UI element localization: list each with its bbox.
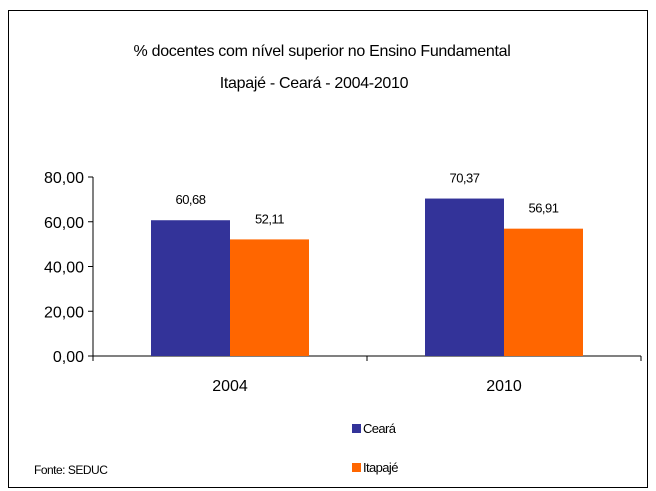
y-tick-label: 0,00 xyxy=(53,349,84,366)
data-label: 60,68 xyxy=(175,192,205,207)
legend-item-ceara: Ceará xyxy=(352,421,396,436)
bar-ceará xyxy=(151,220,230,356)
data-label: 70,37 xyxy=(449,171,479,186)
bar-ceará xyxy=(425,198,504,356)
y-tick-label: 20,00 xyxy=(44,304,84,321)
bar-chart: 0,00 20,00 40,00 60,00 80,00 60,68 52,11 2004 70… xyxy=(44,170,642,395)
x-tick-label: 2004 xyxy=(212,378,248,395)
chart-title: % docentes com nível superior no Ensino … xyxy=(133,43,511,60)
legend-label-ceara: Ceará xyxy=(363,421,396,436)
chart-subtitle: Itapajé - Ceará - 2004-2010 xyxy=(219,75,409,92)
y-tick-label: 80,00 xyxy=(44,170,84,187)
legend-label-itapaje: Itapajé xyxy=(363,460,398,475)
legend-item-itapaje: Itapajé xyxy=(352,460,398,475)
data-label: 56,91 xyxy=(528,201,558,216)
x-tick-label: 2010 xyxy=(486,378,522,395)
legend-swatch-itapaje xyxy=(352,463,361,472)
source-note: Fonte: SEDUC xyxy=(34,463,108,477)
bar-itapajé xyxy=(504,228,583,356)
bar-itapajé xyxy=(230,239,309,356)
legend-swatch-ceara xyxy=(352,424,361,433)
y-tick-label: 60,00 xyxy=(44,215,84,232)
y-tick-label: 40,00 xyxy=(44,260,84,277)
chart-frame: % docentes com nível superior no Ensino … xyxy=(8,10,648,488)
data-label: 52,11 xyxy=(255,211,284,226)
